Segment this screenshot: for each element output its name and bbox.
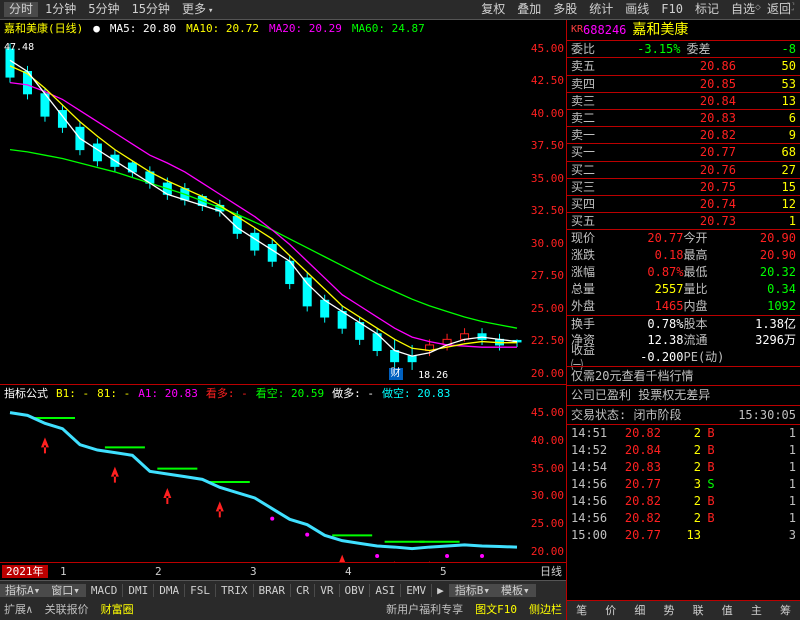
timeline-month: 5 — [440, 565, 447, 578]
tab-more[interactable]: 更多 — [177, 2, 218, 17]
btn-linked[interactable]: 关联报价 — [45, 603, 89, 616]
indtab-more[interactable]: ▶ — [432, 584, 450, 597]
level-row: 买三20.7515 — [567, 178, 800, 195]
cai-badge[interactable]: 财 — [389, 368, 403, 380]
panel-header: KR 688246 嘉和美康 — [567, 20, 800, 40]
panel-tab[interactable]: 主 — [751, 604, 762, 617]
kr-badge: KR — [571, 24, 583, 36]
ma-indicator-star: ● — [93, 22, 100, 35]
stock-name: 嘉和美康 — [632, 22, 688, 39]
indtab-OBV[interactable]: OBV — [340, 584, 371, 597]
level-row: 卖二20.836 — [567, 109, 800, 126]
info-row: 涨跌0.18 最高20.90 — [567, 247, 800, 264]
btn-mark[interactable]: 标记 — [690, 2, 724, 16]
timeline-period: 日线 — [540, 565, 562, 578]
tab-tick[interactable]: 分时 — [4, 2, 38, 16]
level-row: 卖四20.8553 — [567, 75, 800, 92]
info-panel: KR 688246 嘉和美康 委比-3.15% 委差-8 卖五20.8650 卖… — [567, 20, 800, 620]
timeline: 2021年 日线 1 2 3 4 5 — [0, 562, 566, 580]
chart-high-label: 47.48 — [4, 42, 34, 54]
panel-tab[interactable]: 联 — [693, 604, 704, 617]
indtab-group[interactable]: 指标A▾ — [0, 584, 46, 597]
timeline-month: 1 — [60, 565, 67, 578]
timeline-month: 4 — [345, 565, 352, 578]
trade-status-row: 交易状态: 闭市阶段 15:30:05 — [567, 405, 800, 424]
indtab-group[interactable]: 指标B▾ — [450, 584, 496, 597]
level-row: 买四20.7412 — [567, 195, 800, 212]
btn-fuquan[interactable]: 复权 — [476, 2, 510, 16]
chart-yaxis: 45.0042.5040.0037.5035.0032.5030.0027.50… — [526, 38, 566, 384]
chart-stock-name: 嘉和美康(日线) — [4, 22, 83, 35]
btn-expand[interactable]: 扩展∧ — [4, 603, 33, 616]
info-row: 外盘1465 内盘1092 — [567, 298, 800, 315]
panel-tab[interactable]: 细 — [634, 604, 645, 617]
top-toolbar: 分时 1分钟 5分钟 15分钟 更多 复权 叠加 多股 统计 画线 F10 标记… — [0, 0, 800, 20]
indicator-chart[interactable]: 45.0040.0035.0030.0025.0020.00 — [0, 402, 566, 562]
level-row: 卖三20.8413 — [567, 92, 800, 109]
indtab-group[interactable]: 模板▾ — [496, 584, 536, 597]
btn-stats[interactable]: 统计 — [584, 2, 618, 16]
panel-tab[interactable]: 笔 — [576, 604, 587, 617]
indtab-EMV[interactable]: EMV — [401, 584, 432, 597]
btn-tuwen[interactable]: 图文F10 — [475, 603, 517, 616]
panel-tab[interactable]: 筹 — [780, 604, 791, 617]
btn-sidebar[interactable]: 侧边栏 — [529, 603, 562, 616]
info-row: 换手0.78% 股本1.38亿 — [567, 315, 800, 332]
indtab-DMA[interactable]: DMA — [154, 584, 185, 597]
panel-tab[interactable]: 值 — [722, 604, 733, 617]
timeline-month: 2 — [155, 565, 162, 578]
btn-f10[interactable]: F10 — [656, 2, 688, 16]
indicator-header: 指标公式 B1: - 81: - A1: 20.83 看多: - 看空: 20.… — [0, 384, 566, 402]
indtab-DMI[interactable]: DMI — [123, 584, 154, 597]
btn-multi[interactable]: 多股 — [548, 2, 582, 16]
tick-row: 14:5220.84 2B1 — [567, 442, 800, 459]
status-bar: 扩展∧ 关联报价 财富圈 新用户福利专享 图文F10 侧边栏 — [0, 600, 566, 620]
indtab-VR[interactable]: VR — [315, 584, 339, 597]
panel-tab[interactable]: 势 — [663, 604, 674, 617]
tick-row: 14:5620.77 3S1 — [567, 476, 800, 493]
indtab-TRIX[interactable]: TRIX — [216, 584, 254, 597]
timeline-month: 3 — [250, 565, 257, 578]
indicator-yaxis: 45.0040.0035.0030.0025.0020.00 — [526, 402, 566, 562]
tick-row: 14:5620.82 2B1 — [567, 493, 800, 510]
info-row: 收益㈠-0.200 PE(动) — [567, 349, 800, 366]
btn-draw[interactable]: 画线 — [620, 2, 654, 16]
level-row: 卖一20.829 — [567, 126, 800, 143]
level-row: 买二20.7627 — [567, 161, 800, 178]
info-row: 现价20.77 今开20.90 — [567, 230, 800, 247]
btn-wealth[interactable]: 财富圈 — [101, 603, 134, 616]
chart-controls-icon[interactable]: ◇ ▢ ⛶ — [755, 2, 796, 14]
tick-row: 14:5120.82 2B1 — [567, 425, 800, 442]
tab-5min[interactable]: 5分钟 — [83, 2, 124, 16]
tick-row: 14:5620.82 2B1 — [567, 510, 800, 527]
tab-1min[interactable]: 1分钟 — [40, 2, 81, 16]
indtab-BRAR[interactable]: BRAR — [254, 584, 292, 597]
tick-row: 14:5420.83 2B1 — [567, 459, 800, 476]
level-row: 买一20.7768 — [567, 144, 800, 161]
indtab-FSL[interactable]: FSL — [185, 584, 216, 597]
info-row: 涨幅0.87% 最低20.32 — [567, 264, 800, 281]
indtab-CR[interactable]: CR — [291, 584, 315, 597]
level-row: 买五20.731 — [567, 212, 800, 229]
kline-chart[interactable]: 47.48 45.0042.5040.0037.5035.0032.5030.0… — [0, 38, 566, 384]
level-row: 卖五20.8650 — [567, 58, 800, 75]
chart-header: 嘉和美康(日线) ● MA5: 20.80 MA10: 20.72 MA20: … — [0, 20, 566, 38]
commission-ratio-row: 委比-3.15% 委差-8 — [567, 40, 800, 57]
note-level2[interactable]: 仅需20元查看千档行情 — [567, 367, 800, 385]
info-row: 总量2557 量比0.34 — [567, 281, 800, 298]
btn-overlay[interactable]: 叠加 — [512, 2, 546, 16]
panel-bottom-tabs: 笔价细势联值主筹 — [567, 600, 800, 620]
tab-15min[interactable]: 15分钟 — [126, 2, 174, 16]
indicator-tabbar: 指标A▾窗口▾MACDDMIDMAFSLTRIXBRARCRVROBVASIEM… — [0, 580, 566, 600]
indtab-MACD[interactable]: MACD — [86, 584, 124, 597]
chart-low-label: 18.26 — [418, 370, 448, 382]
indtab-ASI[interactable]: ASI — [370, 584, 401, 597]
panel-tab[interactable]: 价 — [605, 604, 616, 617]
tick-row: 15:0020.77 133 — [567, 527, 800, 544]
status-promo: 新用户福利专享 — [386, 603, 463, 616]
stock-code: 688246 — [583, 23, 626, 37]
timeline-year: 2021年 — [2, 565, 48, 578]
indtab-group[interactable]: 窗口▾ — [46, 584, 86, 597]
note-profit: 公司已盈利 投票权无差异 — [567, 385, 800, 404]
